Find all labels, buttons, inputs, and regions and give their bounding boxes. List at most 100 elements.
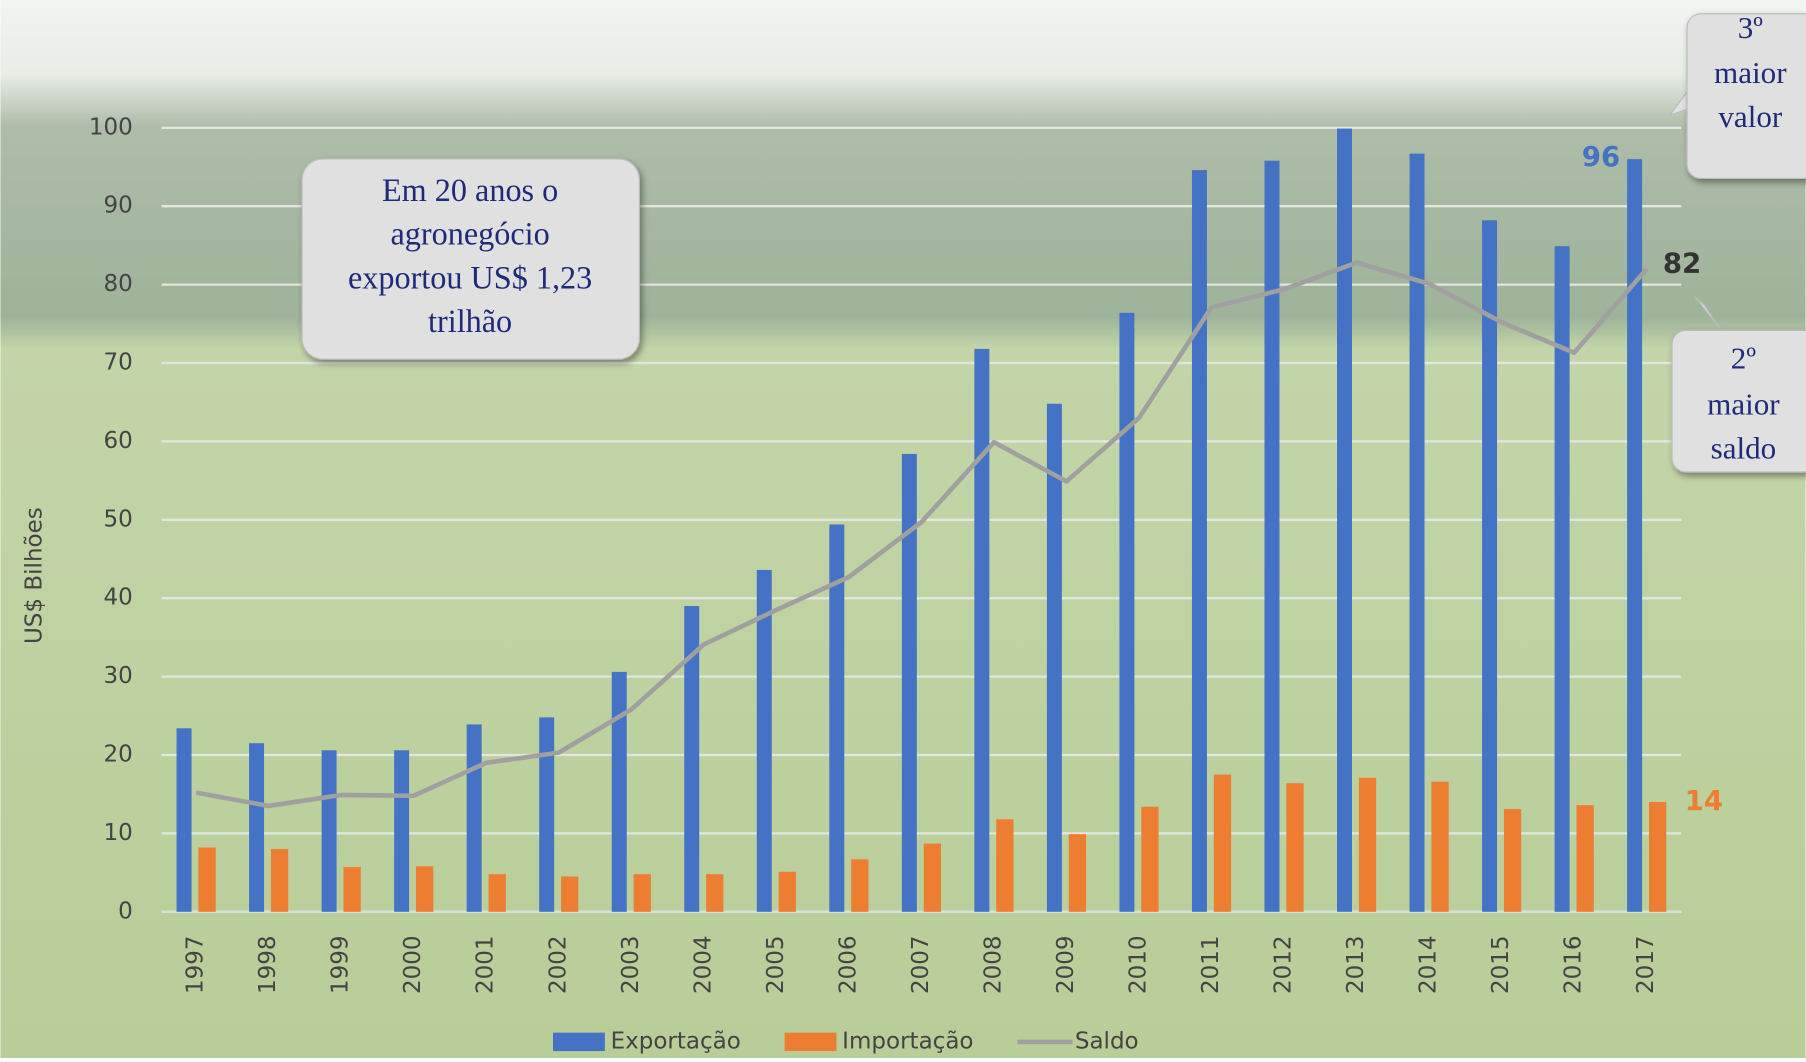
y-tick-label: 20	[104, 741, 133, 767]
x-tick-label: 2003	[618, 935, 644, 994]
y-axis-label: US$ Bilhões	[21, 507, 47, 644]
legend-label: Importação	[842, 1028, 973, 1054]
callout-box	[1686, 13, 1806, 180]
bar	[901, 453, 917, 912]
x-tick-label: 2013	[1343, 935, 1369, 994]
bar	[1213, 774, 1232, 912]
x-tick-label: 2000	[400, 935, 426, 994]
x-tick-label: 2005	[763, 935, 789, 994]
bar	[974, 348, 990, 912]
bar	[1119, 312, 1135, 912]
callout-pointer	[1694, 296, 1723, 331]
bar	[1191, 170, 1207, 912]
data-label: 82	[1663, 246, 1701, 279]
x-tick-label: 1998	[255, 935, 281, 994]
bar	[416, 866, 434, 912]
data-label: 14	[1685, 784, 1723, 817]
bar	[851, 859, 869, 912]
callout-text: Em 20 anos o	[382, 172, 558, 208]
bar	[198, 847, 216, 912]
legend-swatch	[553, 1032, 605, 1052]
bar	[1337, 128, 1352, 912]
y-tick-label: 100	[89, 114, 133, 140]
bar	[1068, 834, 1087, 912]
bar	[394, 750, 410, 912]
bar	[1431, 781, 1449, 912]
callouts: Em 20 anos o agronegócio exportou US$ 1,…	[301, 10, 1806, 473]
x-tick-label: 2016	[1561, 935, 1587, 994]
x-tick-label: 2004	[690, 935, 716, 994]
x-tick-label: 2007	[908, 935, 934, 994]
bar	[706, 874, 724, 912]
bar	[1503, 809, 1522, 912]
bar	[756, 569, 772, 912]
x-tick-label: 2010	[1126, 935, 1152, 994]
x-tick-label: 2017	[1633, 935, 1659, 994]
bar	[488, 874, 506, 912]
bar	[684, 606, 700, 912]
bar	[1046, 403, 1062, 912]
callout-text: 3º	[1738, 10, 1764, 45]
line	[195, 260, 1649, 809]
bar	[1286, 783, 1304, 912]
callout-box	[301, 158, 640, 360]
bar	[1409, 153, 1425, 912]
bar	[561, 876, 579, 912]
callout-text: saldo	[1711, 430, 1777, 465]
callout-text: maior	[1707, 387, 1780, 422]
callout-text: 2º	[1731, 341, 1757, 376]
bar	[1576, 805, 1594, 912]
callout-text: agronegócio	[391, 216, 550, 252]
bar	[1141, 806, 1159, 912]
bar	[923, 843, 941, 912]
x-tick-label: 2015	[1488, 935, 1514, 994]
y-tick-label: 40	[104, 585, 133, 611]
bar	[1264, 160, 1280, 912]
callout-text: valor	[1718, 99, 1783, 134]
legend-swatch	[784, 1032, 837, 1052]
bar	[1554, 246, 1570, 912]
bar	[270, 849, 289, 912]
bar	[1358, 777, 1377, 912]
bar	[321, 750, 337, 912]
y-tick-label: 80	[104, 271, 133, 297]
x-tick-label: 2014	[1416, 935, 1442, 994]
bar	[611, 671, 627, 912]
bar	[829, 524, 845, 912]
legend-label: Saldo	[1075, 1028, 1139, 1054]
bar	[176, 728, 192, 912]
bar	[1482, 220, 1498, 912]
bar	[1627, 159, 1643, 912]
x-tick-label: 2001	[473, 935, 499, 994]
x-tick-label: 1999	[328, 935, 354, 994]
y-tick-label: 50	[104, 506, 133, 532]
bar	[1649, 802, 1667, 912]
y-tick-label: 10	[104, 820, 133, 846]
y-tick-label: 90	[104, 193, 133, 219]
bar	[249, 743, 265, 912]
bar	[778, 871, 796, 912]
y-tick-label: 60	[104, 428, 133, 454]
callout-box	[1671, 329, 1806, 473]
callout-text: exportou US$ 1,23	[348, 259, 592, 295]
legend-label: Exportação	[611, 1028, 741, 1054]
bar	[996, 819, 1014, 912]
x-tick-label: 2008	[980, 935, 1006, 994]
bar	[539, 717, 555, 912]
bar	[466, 724, 482, 912]
callout-text: maior	[1714, 55, 1787, 90]
x-tick-label: 2011	[1198, 935, 1224, 994]
x-tick-label: 2006	[835, 935, 861, 994]
y-tick-label: 30	[104, 663, 133, 689]
bar	[343, 867, 361, 912]
x-tick-label: 1997	[183, 935, 209, 994]
y-tick-label: 0	[118, 898, 133, 924]
data-label: 96	[1582, 140, 1620, 173]
y-tick-label: 70	[104, 349, 133, 375]
bar	[633, 874, 651, 912]
x-tick-label: 2002	[545, 935, 571, 994]
x-tick-label: 2012	[1271, 935, 1297, 994]
x-tick-label: 2009	[1053, 935, 1079, 994]
